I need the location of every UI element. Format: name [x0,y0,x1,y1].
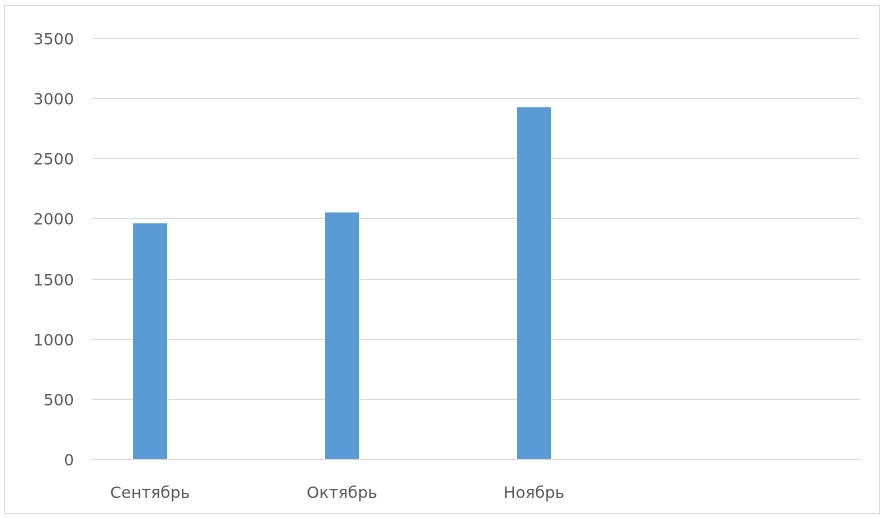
x-category-label: Ноябрь [504,483,565,502]
bars [133,107,551,460]
y-tick-label: 1500 [33,271,74,290]
gridlines [92,38,860,460]
y-tick-label: 0 [64,451,74,470]
x-axis-category-labels: Сентябрь Октябрь Ноябрь [110,483,564,502]
x-category-label: Сентябрь [110,483,190,502]
y-axis-tick-labels: 0 500 1000 1500 2000 2500 3000 3500 [33,30,74,470]
bar-3 [517,107,551,460]
y-tick-label: 2500 [33,150,74,169]
bar-2 [325,212,359,459]
y-tick-label: 2000 [33,210,74,229]
bar-1 [133,223,167,459]
y-tick-label: 3500 [33,30,74,49]
y-tick-label: 3000 [33,90,74,109]
x-category-label: Октябрь [307,483,378,502]
y-tick-label: 1000 [33,331,74,350]
y-tick-label: 500 [43,391,74,410]
